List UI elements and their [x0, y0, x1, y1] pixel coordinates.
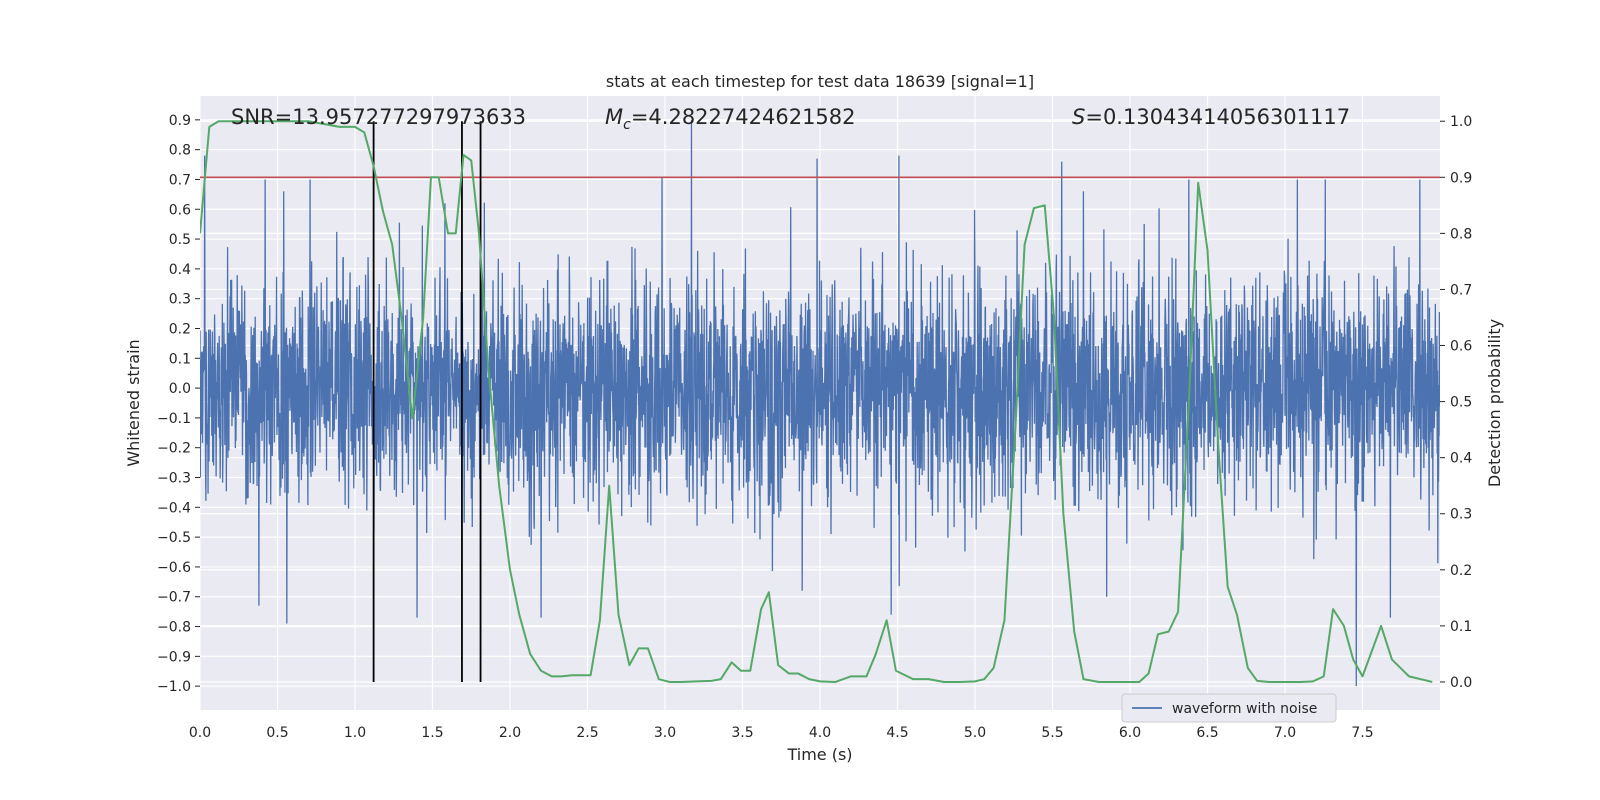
y-left-tick-label: 0.0: [169, 381, 191, 397]
y-left-tick-label: 0.5: [169, 232, 191, 248]
x-tick-label: 7.0: [1274, 725, 1296, 741]
x-tick-label: 1.0: [344, 725, 366, 741]
y-left-tick-label: −0.4: [157, 500, 191, 516]
x-tick-label: 5.0: [964, 725, 986, 741]
x-tick-label: 3.0: [654, 725, 676, 741]
y-left-tick-labels: 0.9 0.8 0.7 0.6 0.5 0.4 0.3 0.2 0.1 0.0 −0.1 −0.2 −0…: [157, 113, 200, 695]
y-left-tick-label: 0.9: [169, 113, 191, 129]
detection-probability-line: [200, 120, 1433, 683]
x-tick-label: 2.5: [576, 725, 598, 741]
y-left-tick-label: −0.3: [157, 471, 191, 487]
y-left-tick-label: −1.0: [157, 679, 191, 695]
y-left-tick-label: −0.5: [157, 530, 191, 546]
y-right-tick-label: 0.7: [1450, 282, 1472, 298]
chirp-mass-symbol: M: [605, 105, 623, 129]
y-left-tick-label: −0.6: [157, 560, 191, 576]
y-left-tick-label: 0.7: [169, 172, 191, 188]
x-tick-label: 2.0: [499, 725, 521, 741]
x-tick-label: 0.0: [189, 725, 211, 741]
y-right-tick-label: 0.6: [1450, 339, 1472, 355]
y-right-tick-label: 0.1: [1450, 619, 1472, 635]
x-tick-label: 3.5: [731, 725, 753, 741]
x-tick-label: 1.5: [421, 725, 443, 741]
y-right-tick-label: 0.0: [1450, 675, 1472, 691]
chirp-mass-value: =4.28227424621582: [631, 105, 856, 129]
y-left-tick-label: 0.3: [169, 292, 191, 308]
x-tick-label: 4.5: [886, 725, 908, 741]
y-right-tick-label: 0.2: [1450, 563, 1472, 579]
series-detection-probability: [200, 120, 1433, 683]
x-tick-label: 0.5: [266, 725, 288, 741]
x-tick-label: 6.5: [1196, 725, 1218, 741]
y-left-tick-label: −0.1: [157, 411, 191, 427]
x-axis-label: Time (s): [786, 745, 852, 764]
legend-box: [1121, 693, 1337, 723]
y-left-tick-label: −0.9: [157, 649, 191, 665]
y-right-tick-labels: 1.0 0.9 0.8 0.7 0.6 0.5 0.4 0.3 0.2 0.1 0.0: [1440, 114, 1472, 691]
waveform-line: [200, 119, 1440, 687]
y-left-tick-label: 0.8: [169, 143, 191, 159]
x-tick-label: 7.5: [1351, 725, 1373, 741]
y-right-tick-label: 0.5: [1450, 395, 1472, 411]
s-value: =0.13043414056301117: [1085, 105, 1350, 129]
y-right-tick-label: 0.9: [1450, 170, 1472, 186]
y-left-tick-label: 0.6: [169, 202, 191, 218]
y-right-tick-label: 0.8: [1450, 226, 1472, 242]
y-left-tick-label: −0.2: [157, 441, 191, 457]
x-tick-labels: 0.0 0.5 1.0 1.5 2.0 2.5 3.0 3.5 4.0 4.5 5.0 5.5 6.0 6…: [189, 725, 1374, 741]
y-left-tick-label: −0.8: [157, 620, 191, 636]
s-symbol: S: [1072, 105, 1085, 129]
y-left-axis-label: Whitened strain: [124, 339, 143, 466]
snr-annotation: SNR=13.957277297973633: [231, 105, 526, 129]
y-left-tick-label: 0.2: [169, 321, 191, 337]
s-annotation: S=0.13043414056301117: [1072, 105, 1350, 129]
y-right-tick-label: 0.3: [1450, 507, 1472, 523]
y-right-tick-label: 1.0: [1450, 114, 1472, 130]
x-tick-label: 4.0: [809, 725, 831, 741]
y-right-tick-label: 0.4: [1450, 451, 1472, 467]
y-right-axis-label: Detection probability: [1485, 319, 1504, 487]
vertical-marker-layer: [372, 121, 482, 682]
series-waveform-with-noise: [200, 119, 1440, 687]
y-left-tick-label: −0.7: [157, 590, 191, 606]
legend-label-waveform: waveform with noise: [1172, 701, 1317, 717]
x-tick-label: 6.0: [1119, 725, 1141, 741]
legend: waveform with noise: [1121, 693, 1337, 723]
y-left-tick-label: 0.1: [169, 351, 191, 367]
chirp-mass-annotation: Mc=4.28227424621582: [605, 105, 856, 133]
x-tick-label: 5.5: [1041, 725, 1063, 741]
y-left-tick-label: 0.4: [169, 262, 191, 278]
chirp-mass-subscript: c: [623, 117, 631, 133]
chart-title: stats at each timestep for test data 186…: [606, 72, 1034, 91]
